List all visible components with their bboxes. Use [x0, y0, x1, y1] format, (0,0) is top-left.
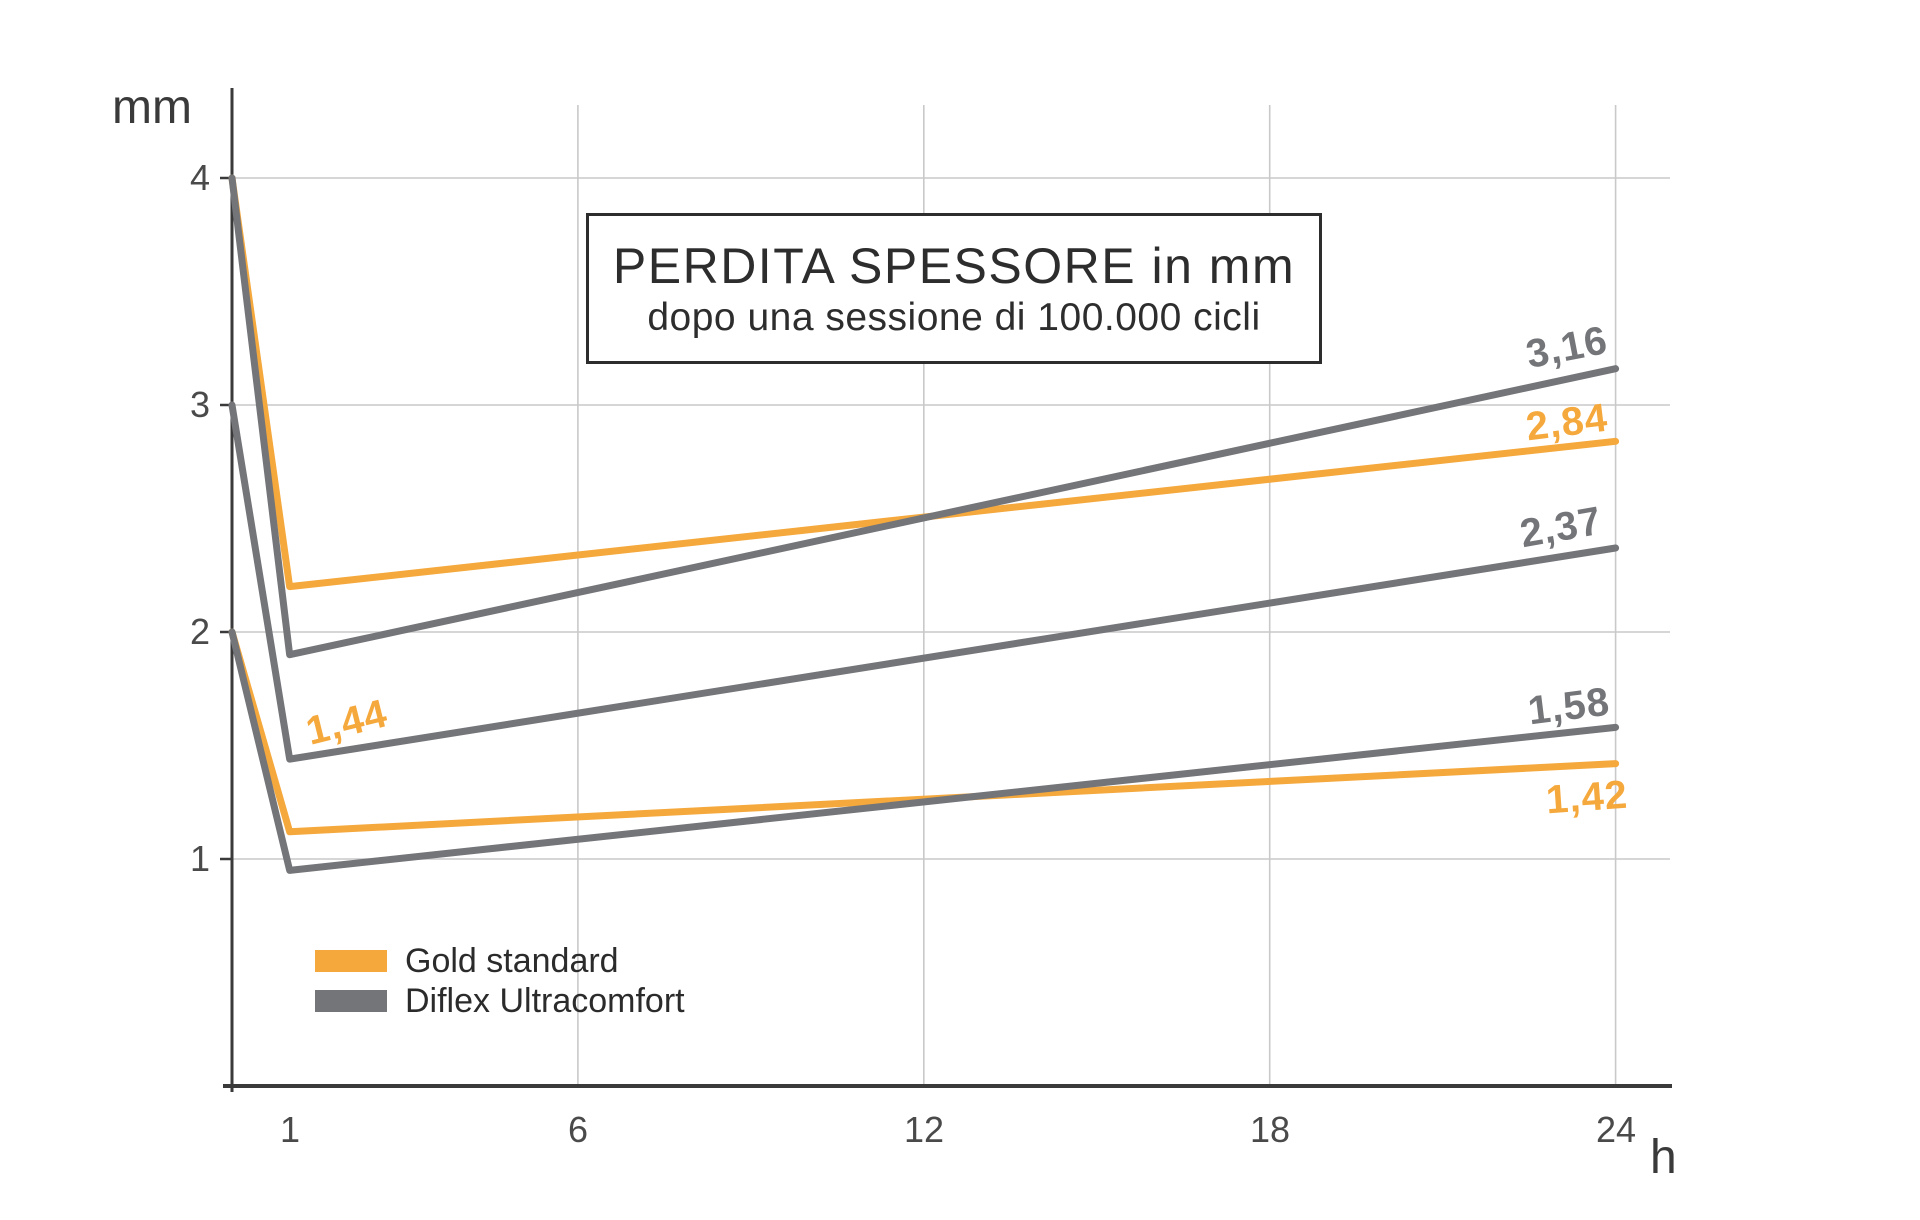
- x-tick-1: 1: [279, 1109, 301, 1150]
- legend-item-diflex-ultracomfort: Diflex Ultracomfort: [315, 982, 685, 1020]
- chart-title: PERDITA SPESSORE in mm: [612, 237, 1296, 294]
- x-tick-18: 18: [1249, 1109, 1291, 1150]
- diflex-ultracomfort-swatch: [315, 990, 387, 1012]
- chart-title-box: PERDITA SPESSORE in mm dopo una sessione…: [586, 213, 1322, 364]
- x-tick-12: 12: [903, 1109, 945, 1150]
- gold-standard-label: Gold standard: [405, 942, 619, 980]
- y-tick-3: 3: [189, 384, 210, 425]
- y-tick-1: 1: [189, 838, 210, 879]
- value-label-1-42: 1,42: [1544, 772, 1630, 823]
- gold-standard-swatch: [315, 950, 387, 972]
- chart-subtitle: dopo una sessione di 100.000 cicli: [647, 295, 1261, 339]
- y-axis-unit-label: mm: [112, 81, 192, 134]
- y-tick-4: 4: [189, 157, 210, 198]
- series-line-2: [228, 174, 1620, 659]
- y-tick-2: 2: [189, 611, 210, 652]
- x-tick-6: 6: [567, 1109, 589, 1150]
- series-line-3: [228, 401, 1620, 763]
- legend: Gold standard Diflex Ultracomfort: [315, 942, 685, 1020]
- diflex-ultracomfort-label: Diflex Ultracomfort: [405, 982, 685, 1020]
- x-tick-24: 24: [1595, 1109, 1637, 1150]
- x-axis-unit-label: h: [1650, 1131, 1677, 1184]
- series-line-4: [228, 628, 1620, 874]
- legend-item-gold-standard: Gold standard: [315, 942, 685, 980]
